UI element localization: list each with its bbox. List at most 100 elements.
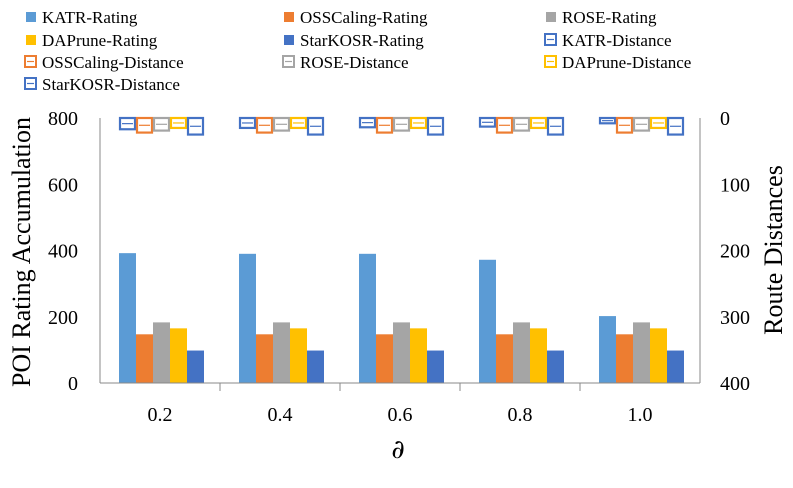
y2-tick-label: 0 xyxy=(720,108,730,130)
legend-item-daprune-distance: DAPrune-Distance xyxy=(544,53,691,72)
bar-daprune-rating xyxy=(290,328,307,383)
y2-axis-title: Route Distances xyxy=(759,165,788,335)
bar-osscaling-distance xyxy=(375,116,394,134)
legend-swatch xyxy=(284,12,294,22)
legend-label: ROSE-Rating xyxy=(562,8,657,27)
x-tick-label: 1.0 xyxy=(628,404,653,426)
x-tick-label: 0.2 xyxy=(148,404,173,426)
legend-swatch xyxy=(26,35,36,45)
y-tick-label: 400 xyxy=(48,241,78,263)
legend-item-starkosr-distance: StarKOSR-Distance xyxy=(24,75,180,94)
bar-osscaling-rating xyxy=(376,334,393,383)
bar-osscaling-distance xyxy=(615,116,634,134)
bar-osscaling-distance xyxy=(135,116,154,134)
bar-daprune-rating xyxy=(530,328,547,383)
bar-osscaling-distance xyxy=(255,116,274,134)
bar-starkosr-distance xyxy=(426,116,445,136)
legend-label: OSSCaling-Rating xyxy=(300,8,428,27)
y-tick-label: 600 xyxy=(48,174,78,196)
bar-daprune-rating xyxy=(650,328,667,383)
bar-daprune-distance xyxy=(169,116,188,130)
bar-katr-distance xyxy=(478,116,497,128)
y2-tick-label: 400 xyxy=(720,373,750,395)
legend-item-osscaling-rating: OSSCaling-Rating xyxy=(284,8,428,27)
y2-tick-label: 200 xyxy=(720,241,750,263)
bar-rose-rating xyxy=(633,322,650,383)
legend-label: DAPrune-Rating xyxy=(42,31,158,50)
legend-item-osscaling-distance: OSSCaling-Distance xyxy=(24,53,184,72)
bar-katr-rating xyxy=(239,253,256,383)
legend-label: KATR-Distance xyxy=(562,31,672,50)
x-tick-label: 0.8 xyxy=(508,404,533,426)
bar-rose-distance xyxy=(632,116,651,132)
legend-swatch xyxy=(544,33,557,46)
bar-daprune-distance xyxy=(409,116,428,130)
legend-label: KATR-Rating xyxy=(42,8,138,27)
bar-daprune-distance xyxy=(649,116,668,130)
legend-item-rose-distance: ROSE-Distance xyxy=(282,53,409,72)
bar-rose-rating xyxy=(273,322,290,383)
bar-daprune-distance xyxy=(529,116,548,130)
bar-katr-distance xyxy=(358,116,377,129)
legend-swatch xyxy=(282,55,295,68)
legend-label: OSSCaling-Distance xyxy=(42,53,184,72)
legend-label: DAPrune-Distance xyxy=(562,53,691,72)
legend-swatch xyxy=(546,12,556,22)
bar-starkosr-distance xyxy=(546,116,565,136)
bar-starkosr-distance xyxy=(666,116,685,136)
legend-label: StarKOSR-Distance xyxy=(42,75,180,94)
y-tick-label: 0 xyxy=(68,373,78,395)
legend-item-rose-rating: ROSE-Rating xyxy=(546,8,657,27)
bar-starkosr-rating xyxy=(187,350,204,383)
legend-item-daprune-rating: DAPrune-Rating xyxy=(26,31,158,50)
bar-rose-rating xyxy=(153,322,170,383)
bar-starkosr-rating xyxy=(667,350,684,383)
bar-rose-rating xyxy=(513,322,530,383)
bar-katr-distance xyxy=(118,116,137,131)
legend: KATR-Rating OSSCaling-Rating ROSE-Rating DA… xyxy=(24,8,691,94)
bar-katr-rating xyxy=(479,259,496,383)
bar-katr-distance xyxy=(238,116,257,130)
bar-daprune-rating xyxy=(170,328,187,383)
y-tick-label: 200 xyxy=(48,307,78,329)
legend-swatch xyxy=(24,77,37,90)
bar-osscaling-rating xyxy=(256,334,273,383)
bar-daprune-distance xyxy=(289,116,308,130)
legend-label: ROSE-Distance xyxy=(300,53,409,72)
legend-swatch xyxy=(24,55,37,68)
bar-osscaling-distance xyxy=(495,116,514,134)
bar-starkosr-rating xyxy=(547,350,564,383)
legend-swatch xyxy=(26,12,36,22)
bar-starkosr-distance xyxy=(186,116,205,136)
bar-osscaling-rating xyxy=(136,334,153,383)
legend-swatch xyxy=(284,35,294,45)
bar-starkosr-rating xyxy=(427,350,444,383)
bar-starkosr-rating xyxy=(307,350,324,383)
bar-rose-rating xyxy=(393,322,410,383)
axes: 0 200 400 600 800 0 100 200 300 400 0.2 0.4 0.6 0.8 1.… xyxy=(48,108,750,426)
x-tick-label: 0.4 xyxy=(268,404,293,426)
legend-item-katr-rating: KATR-Rating xyxy=(26,8,138,27)
bar-katr-rating xyxy=(119,253,136,383)
bar-rose-distance xyxy=(392,116,411,132)
legend-item-starkosr-rating: StarKOSR-Rating xyxy=(284,31,424,50)
bar-osscaling-rating xyxy=(616,334,633,383)
bar-daprune-rating xyxy=(410,328,427,383)
legend-item-katr-distance: KATR-Distance xyxy=(544,31,672,50)
bar-rose-distance xyxy=(272,116,291,132)
y2-tick-label: 300 xyxy=(720,307,750,329)
x-axis-title: ∂ xyxy=(391,435,404,465)
bar-katr-rating xyxy=(359,253,376,383)
legend-label: StarKOSR-Rating xyxy=(300,31,424,50)
bar-katr-distance xyxy=(598,116,617,125)
legend-swatch xyxy=(544,55,557,68)
bars xyxy=(118,116,685,383)
x-tick-label: 0.6 xyxy=(388,404,413,426)
y-tick-label: 800 xyxy=(48,108,78,130)
bar-katr-rating xyxy=(599,316,616,383)
bar-osscaling-rating xyxy=(496,334,513,383)
bar-starkosr-distance xyxy=(306,116,325,136)
y2-tick-label: 100 xyxy=(720,174,750,196)
bar-rose-distance xyxy=(152,116,171,132)
